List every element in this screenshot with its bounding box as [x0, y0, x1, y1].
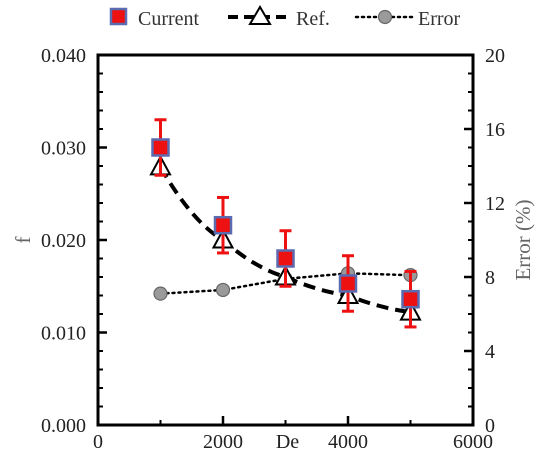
series-group: [149, 118, 422, 329]
y2-axis-label: Error (%): [511, 199, 535, 280]
legend: Current Ref. Error: [109, 5, 461, 30]
y-tick-label: 0.020: [41, 230, 86, 252]
axis-ticks: 0.000 0.010 0.020 0.030 0.040 0 4 8 12 16 20 0 2000 4…: [41, 45, 505, 453]
y-tick-label: 0.000: [41, 415, 86, 437]
current-point: [338, 274, 358, 293]
legend-ref-label: Ref.: [296, 8, 330, 30]
y-axis-label: f: [11, 237, 35, 244]
current-point: [276, 249, 295, 268]
y2-tick-label: 12: [485, 193, 505, 215]
y2-tick-label: 4: [485, 341, 495, 363]
x-tick-label: 2000: [203, 431, 243, 453]
y2-tick-label: 8: [485, 267, 495, 289]
current-point: [151, 138, 170, 157]
error-point: [215, 282, 231, 298]
x-axis-label: De: [276, 431, 299, 453]
axis-labels: f Error (%) De: [11, 199, 535, 453]
y-tick-label: 0.030: [41, 138, 86, 160]
current-point: [213, 215, 233, 235]
y-tick-label: 0.010: [41, 323, 86, 345]
legend-current-label: Current: [138, 8, 200, 30]
error-point: [153, 286, 168, 301]
y2-tick-label: 20: [485, 45, 505, 67]
legend-error-marker: [377, 9, 393, 25]
x-tick-label: 4000: [328, 431, 368, 453]
x-tick-label: 6000: [453, 431, 493, 453]
ref-series-line: [158, 165, 411, 315]
y2-tick-label: 16: [485, 119, 505, 141]
legend-error-label: Error: [418, 8, 461, 30]
current-point: [401, 289, 420, 309]
legend-current-marker: [109, 7, 128, 26]
y2-tick-label: 0: [485, 415, 495, 437]
x-tick-label: 0: [93, 431, 103, 453]
y-tick-label: 0.040: [41, 45, 86, 67]
legend-ref-marker: [248, 5, 272, 25]
